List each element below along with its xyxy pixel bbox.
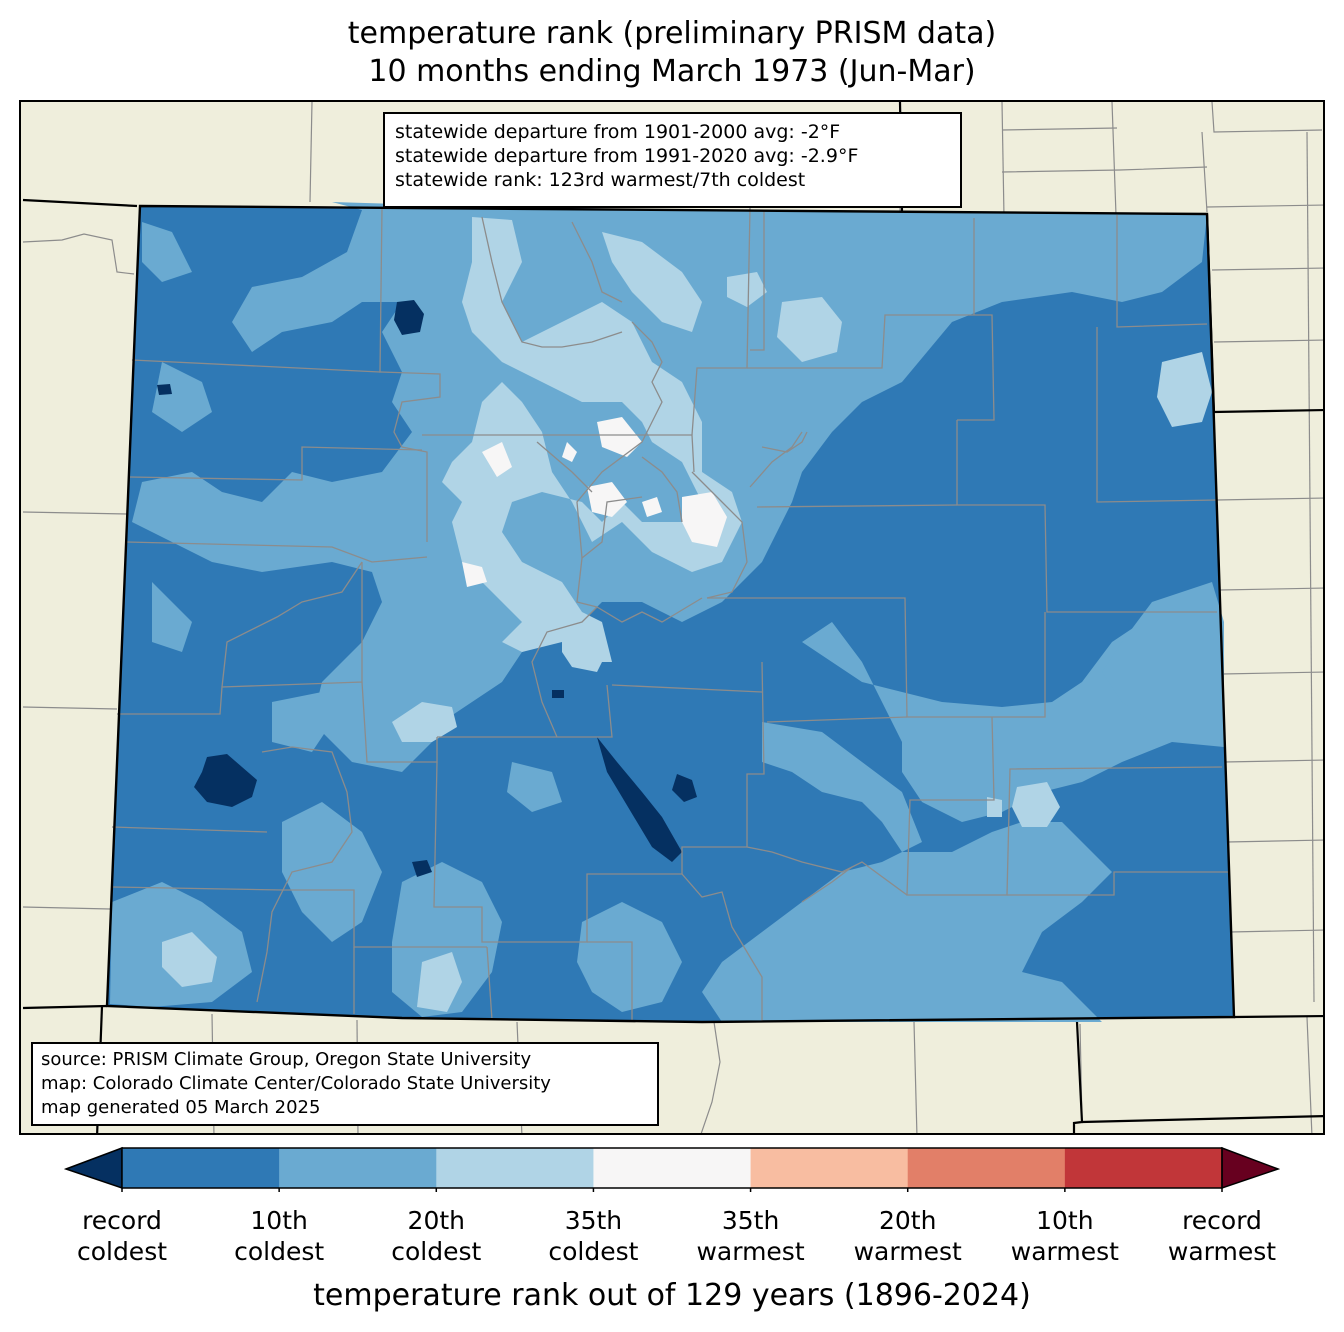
colorbar-bin xyxy=(907,1148,1066,1188)
record-coldest-zones xyxy=(157,300,697,877)
statewide-stats-box: statewide departure from 1901-2000 avg: … xyxy=(383,112,962,208)
rank-35th-coldest-zones xyxy=(162,217,1212,1012)
colorbar xyxy=(64,1146,1280,1192)
colorbar-bin xyxy=(593,1148,752,1188)
near-normal-zones xyxy=(462,417,727,587)
colorbar-bin xyxy=(436,1148,594,1188)
tick-label-direction: warmest xyxy=(696,1237,805,1266)
colorbar-bins xyxy=(122,1148,1223,1188)
map-title: temperature rank (preliminary PRISM data… xyxy=(347,16,997,51)
colorado-state-border xyxy=(105,204,1236,1024)
tick-label-rank: 10th xyxy=(1036,1206,1094,1235)
colorbar-tick-label: 20th coldest xyxy=(356,1205,516,1267)
map-frame xyxy=(19,100,1325,1135)
tick-label-direction: warmest xyxy=(1167,1237,1277,1266)
generated-date-line: map generated 05 March 2025 xyxy=(41,1097,321,1118)
colorbar-tick-label: 10th coldest xyxy=(199,1205,359,1267)
tick-label-direction: coldest xyxy=(234,1237,325,1266)
source-credits-box: source: PRISM Climate Group, Oregon Stat… xyxy=(31,1042,659,1126)
colorbar-tick-label: record coldest xyxy=(42,1205,202,1267)
colorbar-under-arrow xyxy=(64,1146,123,1190)
colorado-temperature-map xyxy=(22,102,1323,1133)
departure-1901-2000: statewide departure from 1901-2000 avg: … xyxy=(395,121,841,143)
tick-label-direction: warmest xyxy=(853,1237,962,1266)
departure-1991-2020: statewide departure from 1991-2020 avg: … xyxy=(395,145,859,167)
tick-label-rank: record xyxy=(82,1206,162,1235)
statewide-rank: statewide rank: 123rd warmest/7th coldes… xyxy=(395,169,806,191)
map-subtitle: 10 months ending March 1973 (Jun-Mar) xyxy=(368,54,976,89)
colorbar-title: temperature rank out of 129 years (1896-… xyxy=(313,1278,1031,1313)
colorbar-over-arrow xyxy=(1221,1146,1280,1190)
tick-label-direction: warmest xyxy=(1010,1237,1119,1266)
colorbar-tick-label: 35th coldest xyxy=(513,1205,673,1267)
colorbar-tick-label: 20th warmest xyxy=(828,1205,988,1267)
map-credit-line: map: Colorado Climate Center/Colorado St… xyxy=(41,1073,551,1094)
tick-label-rank: record xyxy=(1182,1206,1262,1235)
colorbar-tick-label: 35th warmest xyxy=(671,1205,831,1267)
tick-label-rank: 10th xyxy=(250,1206,308,1235)
tick-label-rank: 20th xyxy=(878,1206,937,1235)
tick-label-direction: coldest xyxy=(76,1237,168,1266)
tick-label-rank: 20th xyxy=(407,1206,466,1235)
colorbar-bin xyxy=(1064,1148,1223,1188)
county-lines xyxy=(111,207,1230,1022)
colorbar-bin xyxy=(750,1148,909,1188)
colorbar-bin xyxy=(122,1148,280,1188)
tick-label-direction: coldest xyxy=(391,1237,482,1266)
colorbar-bin xyxy=(279,1148,437,1188)
colorbar-tick-label: record warmest xyxy=(1142,1205,1302,1267)
tick-label-direction: coldest xyxy=(548,1237,639,1266)
colorbar-ticks xyxy=(121,1188,1223,1192)
source-line: source: PRISM Climate Group, Oregon Stat… xyxy=(41,1049,532,1070)
tick-label-rank: 35th xyxy=(721,1206,780,1235)
colorbar-frame xyxy=(121,1147,1223,1189)
tick-label-rank: 35th xyxy=(564,1206,623,1235)
colorbar-tick-label: 10th warmest xyxy=(985,1205,1145,1267)
